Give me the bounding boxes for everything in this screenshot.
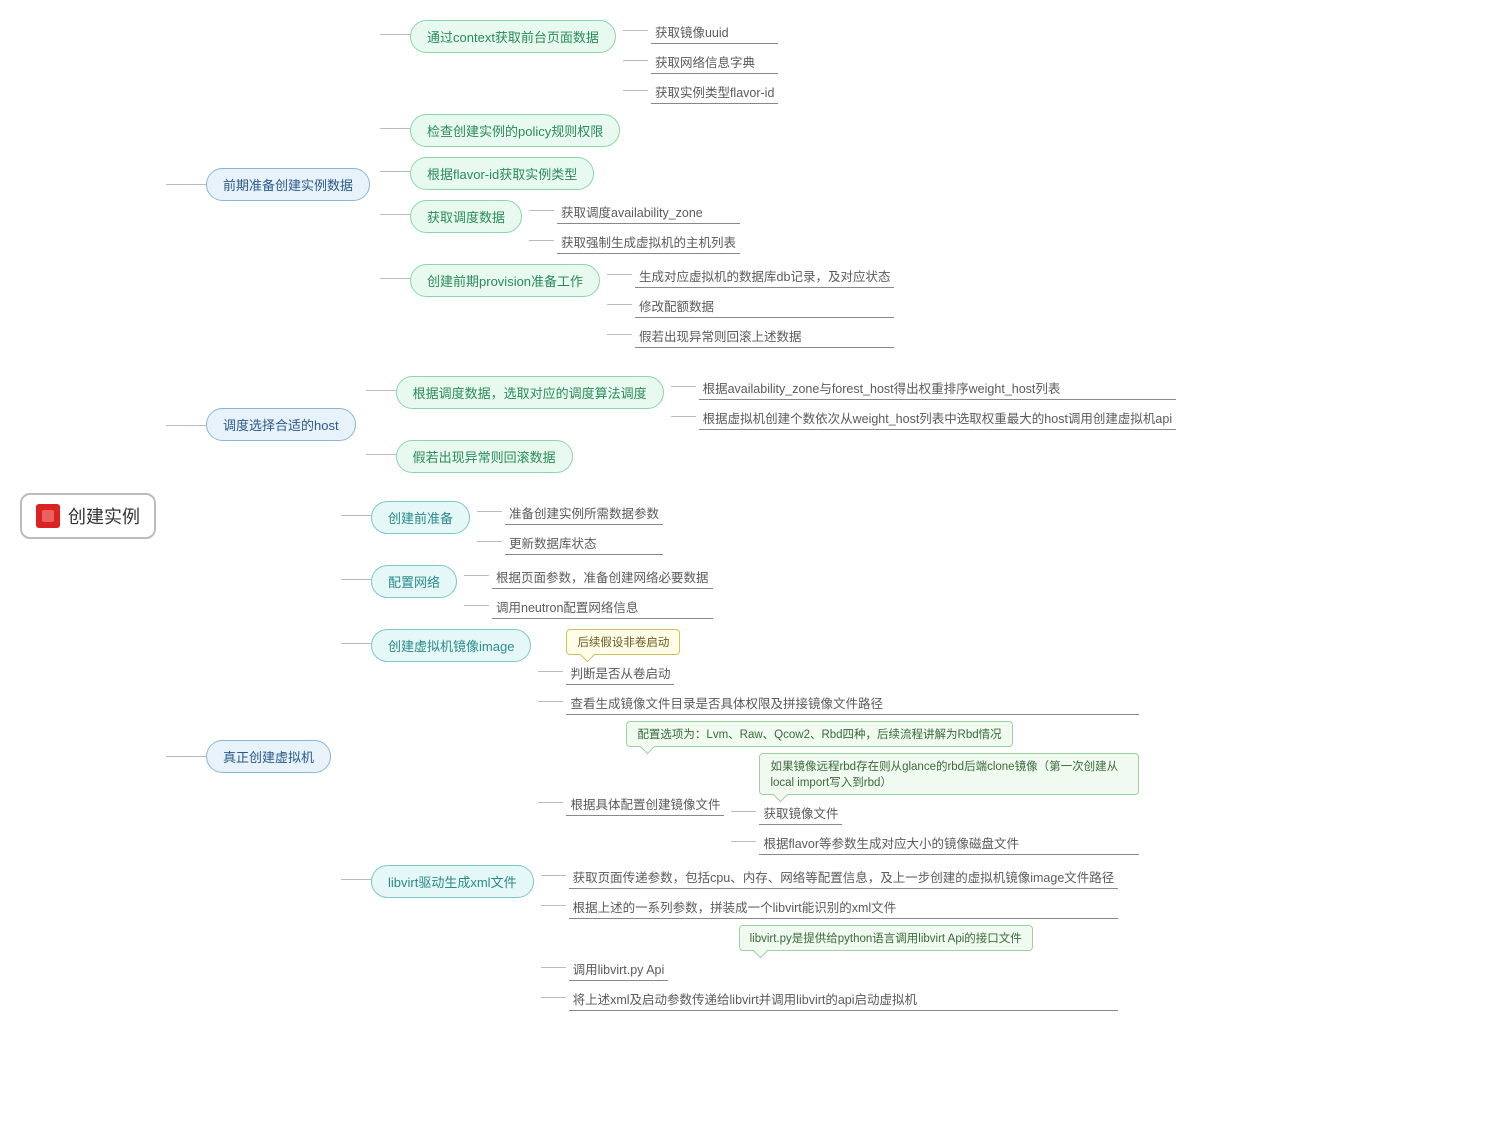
mindmap-root: 创建实例 前期准备创建实例数据 通过context获取前台页面数据 获取镜像uu… bbox=[20, 20, 1479, 1011]
branch-create-vm: 真正创建虚拟机 创建前准备 准备创建实例所需数据参数 更新数据库状态 配置网络 … bbox=[206, 501, 1176, 1011]
node-create-vm[interactable]: 真正创建虚拟机 bbox=[206, 740, 331, 773]
leaf: 假若出现异常则回滚上述数据 bbox=[635, 324, 894, 348]
node-rollback[interactable]: 假若出现异常则回滚数据 bbox=[396, 440, 573, 473]
leaf: 获取强制生成虚拟机的主机列表 bbox=[557, 230, 740, 254]
leaf: 根据上述的一系列参数，拼装成一个libvirt能识别的xml文件 bbox=[569, 895, 1119, 919]
leaf: 根据虚拟机创建个数依次从weight_host列表中选取权重最大的host调用创… bbox=[699, 406, 1177, 430]
node-schedule[interactable]: 调度选择合适的host bbox=[206, 408, 356, 441]
branch-prep: 前期准备创建实例数据 通过context获取前台页面数据 获取镜像uuid 获取… bbox=[206, 20, 1176, 348]
openstack-icon bbox=[36, 504, 60, 528]
leaf: 获取网络信息字典 bbox=[651, 50, 778, 74]
leaf: 根据页面参数，准备创建网络必要数据 bbox=[492, 565, 713, 589]
level1-column: 前期准备创建实例数据 通过context获取前台页面数据 获取镜像uuid 获取… bbox=[206, 20, 1176, 1011]
node-context[interactable]: 通过context获取前台页面数据 bbox=[410, 20, 616, 53]
leaf: 根据availability_zone与forest_host得出权重排序wei… bbox=[699, 376, 1177, 400]
node-network[interactable]: 配置网络 bbox=[371, 565, 457, 598]
node-prep[interactable]: 前期准备创建实例数据 bbox=[206, 168, 370, 201]
node-libvirt[interactable]: libvirt驱动生成xml文件 bbox=[371, 865, 534, 898]
node-flavor[interactable]: 根据flavor-id获取实例类型 bbox=[410, 157, 594, 190]
callout-volume: 后续假设非卷启动 bbox=[566, 629, 680, 655]
leaf: 查看生成镜像文件目录是否具体权限及拼接镜像文件路径 bbox=[566, 691, 1139, 715]
leaf: 将上述xml及启动参数传递给libvirt并调用libvirt的api启动虚拟机 bbox=[569, 987, 1119, 1011]
callout-rbd: 如果镜像远程rbd存在则从glance的rbd后端clone镜像（第一次创建从l… bbox=[759, 753, 1139, 795]
leaf: 更新数据库状态 bbox=[505, 531, 663, 555]
leaf: 获取调度availability_zone bbox=[557, 200, 740, 224]
callout-libvirt: libvirt.py是提供给python语言调用libvirt Api的接口文件 bbox=[739, 925, 1033, 951]
callout-config: 配置选项为：Lvm、Raw、Qcow2、Rbd四种，后续流程讲解为Rbd情况 bbox=[626, 721, 1012, 747]
node-policy[interactable]: 检查创建实例的policy规则权限 bbox=[410, 114, 620, 147]
leaf: 调用neutron配置网络信息 bbox=[492, 595, 713, 619]
node-image[interactable]: 创建虚拟机镜像image bbox=[371, 629, 531, 662]
leaf: 生成对应虚拟机的数据库db记录，及对应状态 bbox=[635, 264, 894, 288]
root-label: 创建实例 bbox=[68, 503, 140, 529]
leaf: 根据flavor等参数生成对应大小的镜像磁盘文件 bbox=[759, 831, 1139, 855]
leaf: 获取页面传递参数，包括cpu、内存、网络等配置信息，及上一步创建的虚拟机镜像im… bbox=[569, 865, 1119, 889]
node-schedule-data[interactable]: 获取调度数据 bbox=[410, 200, 522, 233]
leaf: 获取镜像uuid bbox=[651, 20, 778, 44]
root-node[interactable]: 创建实例 bbox=[20, 493, 156, 539]
leaf: 修改配额数据 bbox=[635, 294, 894, 318]
leaf: 获取镜像文件 bbox=[759, 801, 842, 825]
leaf: 获取实例类型flavor-id bbox=[651, 80, 778, 104]
leaf: 调用libvirt.py Api bbox=[569, 957, 669, 981]
node-pre-create[interactable]: 创建前准备 bbox=[371, 501, 470, 534]
leaf: 根据具体配置创建镜像文件 bbox=[566, 792, 724, 816]
branch-schedule: 调度选择合适的host 根据调度数据，选取对应的调度算法调度 根据availab… bbox=[206, 376, 1176, 473]
node-provision[interactable]: 创建前期provision准备工作 bbox=[410, 264, 600, 297]
leaf: 准备创建实例所需数据参数 bbox=[505, 501, 663, 525]
leaf: 判断是否从卷启动 bbox=[566, 661, 674, 685]
node-schedule-algo[interactable]: 根据调度数据，选取对应的调度算法调度 bbox=[396, 376, 664, 409]
